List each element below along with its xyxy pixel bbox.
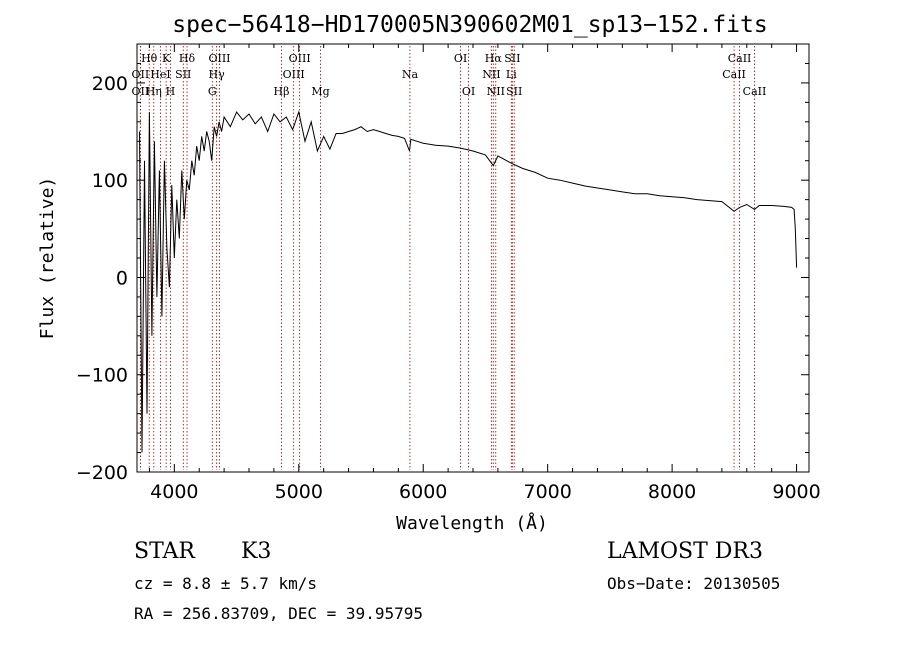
x-tick-label: 7000 bbox=[523, 481, 571, 503]
line-label: OIII bbox=[283, 68, 305, 81]
line-label: K bbox=[162, 52, 171, 65]
x-axis-label: Wavelength (Å) bbox=[396, 512, 548, 534]
line-label: Hη bbox=[146, 85, 162, 98]
line-label: Na bbox=[402, 68, 419, 81]
line-label: Hδ bbox=[179, 52, 196, 65]
redshift-cz: cz = 8.8 ± 5.7 km/s bbox=[134, 574, 318, 593]
y-tick-label: 100 bbox=[92, 170, 128, 192]
y-tick-label: −100 bbox=[76, 365, 128, 387]
annotation-lines bbox=[139, 46, 755, 470]
x-tick-label: 4000 bbox=[150, 481, 198, 503]
line-label: NII bbox=[487, 85, 505, 98]
x-axis-ticks: 4000 5000 6000 7000 8000 9000 bbox=[148, 44, 821, 503]
line-label: SII bbox=[506, 85, 522, 98]
line-label: OI bbox=[462, 85, 475, 98]
x-tick-label: 5000 bbox=[275, 481, 323, 503]
survey-name: LAMOST DR3 bbox=[607, 539, 763, 564]
observation-date: Obs−Date: 20130505 bbox=[607, 574, 781, 593]
line-label: CaII bbox=[722, 68, 746, 81]
line-label: G bbox=[208, 85, 217, 98]
line-label: NII bbox=[482, 68, 500, 81]
line-label: CaII bbox=[743, 85, 767, 98]
y-axis-label: Flux (relative) bbox=[37, 177, 58, 340]
coordinates: RA = 256.83709, DEC = 39.95795 bbox=[134, 604, 423, 623]
line-label: SII bbox=[175, 68, 191, 81]
line-label: Hβ bbox=[274, 85, 290, 98]
line-label: SII bbox=[504, 52, 520, 65]
spectrum-line bbox=[139, 110, 798, 453]
object-class: STAR bbox=[134, 539, 195, 564]
x-tick-label: 8000 bbox=[648, 481, 696, 503]
x-tick-label: 9000 bbox=[772, 481, 820, 503]
line-label: OII bbox=[132, 68, 150, 81]
y-tick-label: −200 bbox=[76, 462, 128, 484]
plot-frame bbox=[136, 43, 810, 473]
line-label: Hα bbox=[485, 52, 503, 65]
y-axis-ticks: 200 100 0 −100 −200 bbox=[76, 43, 809, 484]
line-label: CaII bbox=[728, 52, 752, 65]
x-tick-label: 6000 bbox=[399, 481, 447, 503]
line-label: Mg bbox=[311, 85, 329, 98]
line-label: H bbox=[166, 85, 176, 98]
line-label: Li bbox=[506, 68, 517, 81]
y-tick-label: 200 bbox=[92, 73, 128, 95]
line-label: Hγ bbox=[209, 68, 226, 81]
object-subclass: K3 bbox=[241, 539, 272, 564]
line-label: OII bbox=[132, 85, 150, 98]
line-label: OIII bbox=[289, 52, 311, 65]
y-tick-label: 0 bbox=[116, 267, 128, 289]
line-label: HeI bbox=[150, 68, 170, 81]
line-label: OI bbox=[454, 52, 467, 65]
line-label: OIII bbox=[208, 52, 230, 65]
line-label: Hθ bbox=[141, 52, 158, 65]
chart-title: spec−56418−HD170005N390602M01_sp13−152.f… bbox=[172, 12, 767, 38]
